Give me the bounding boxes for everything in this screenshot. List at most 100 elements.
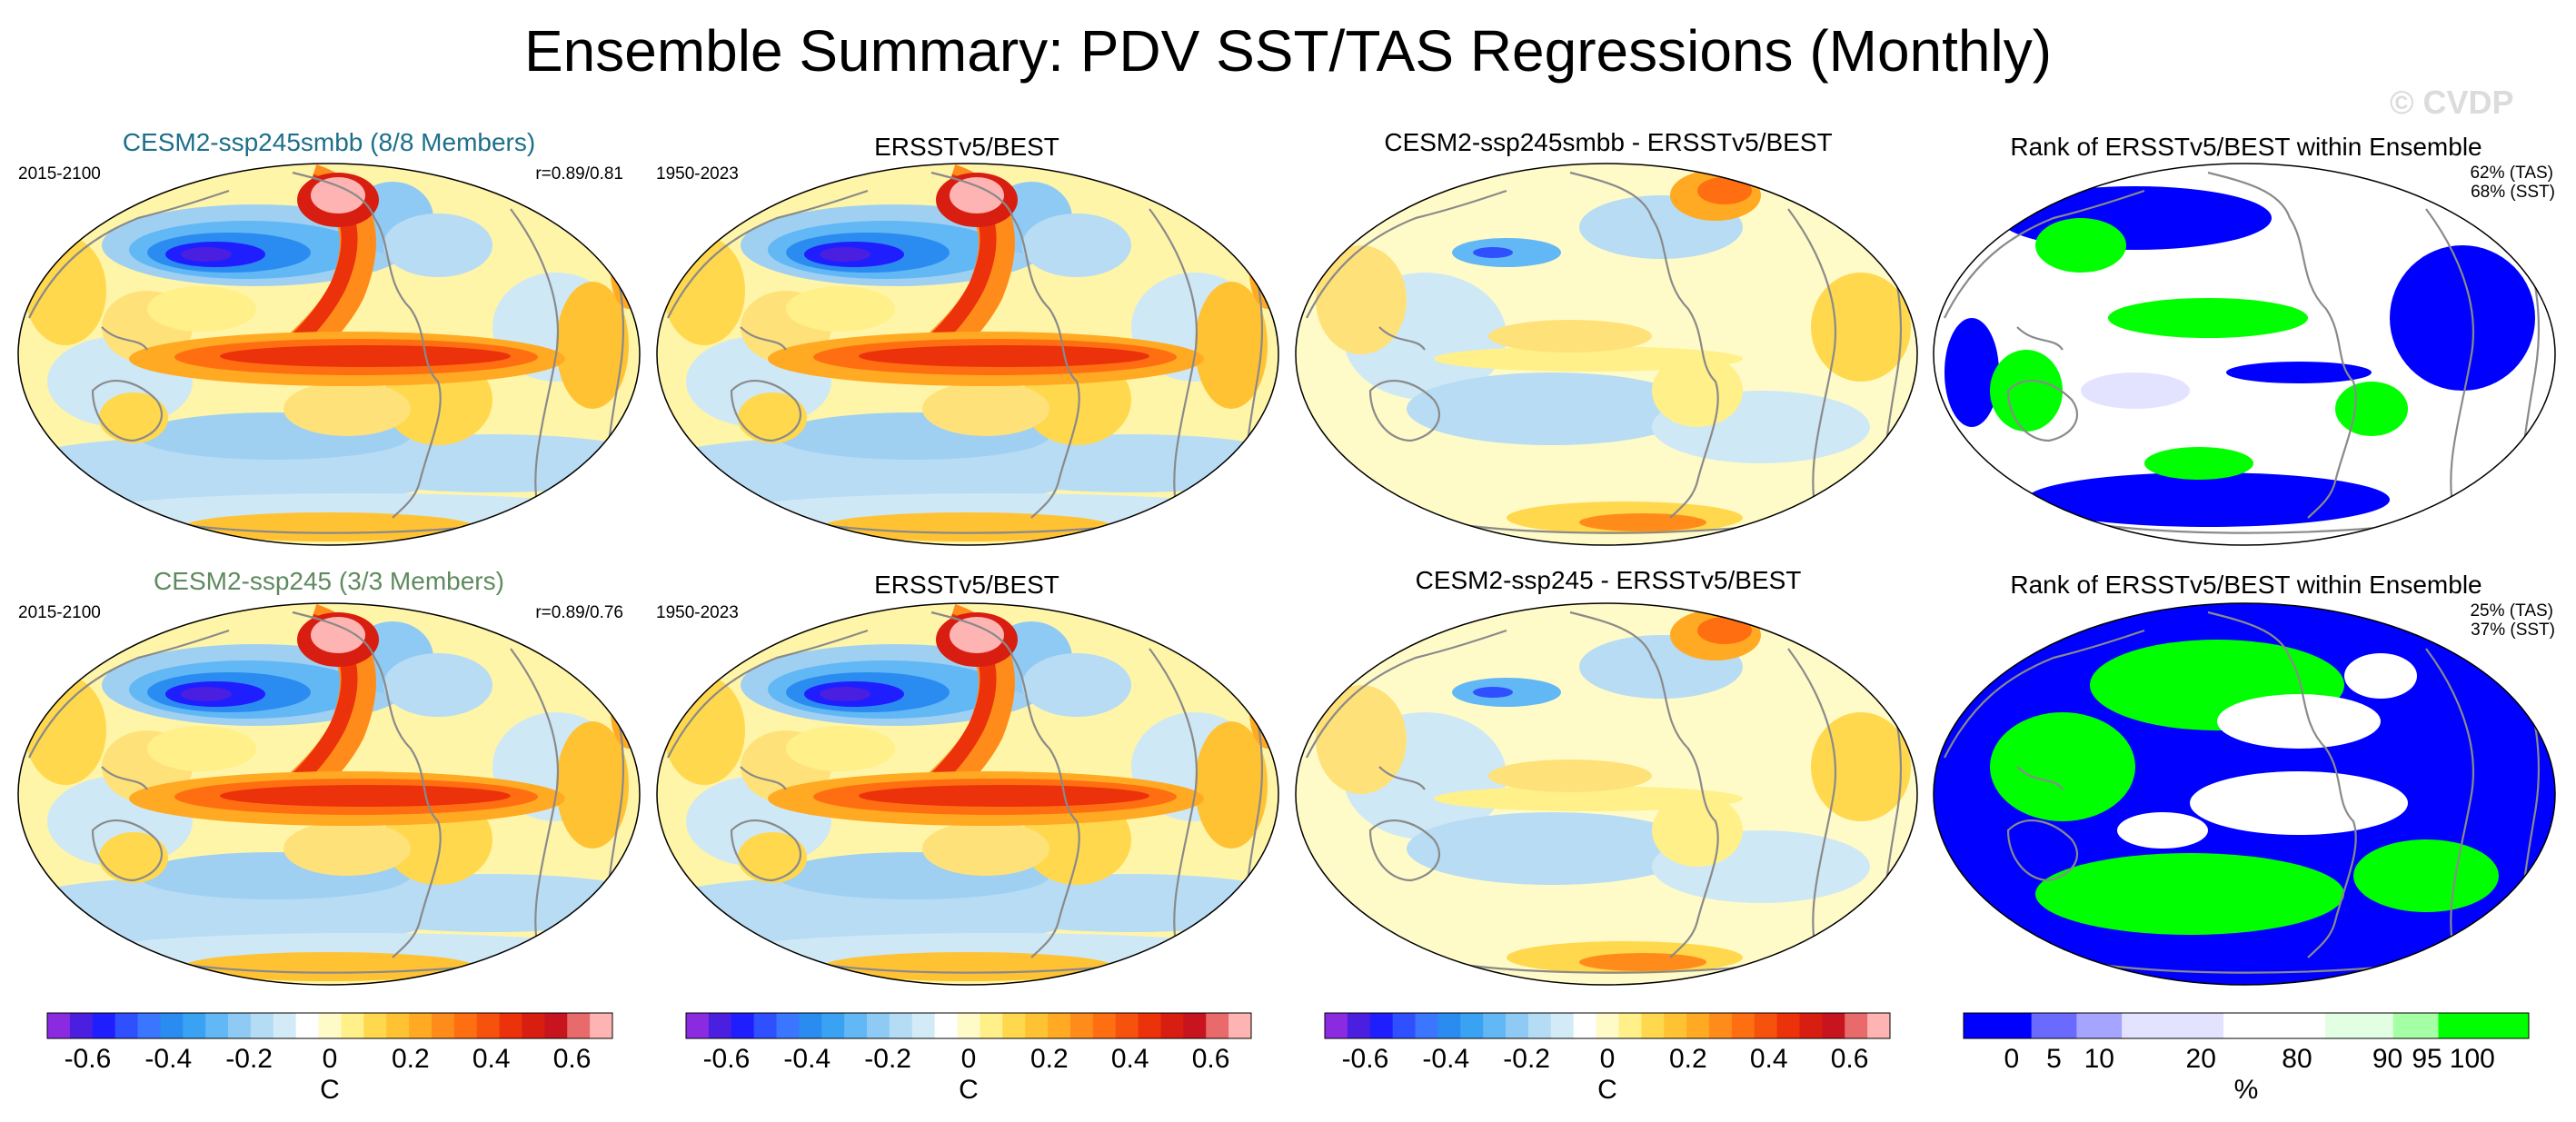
colorbar-swatch xyxy=(889,1013,913,1038)
colorbar-tick-label: -0.6 xyxy=(64,1044,112,1074)
colorbar-swatch xyxy=(1415,1013,1438,1038)
rank-sst-label: 68% (SST) xyxy=(2471,183,2555,202)
obs-map-1 xyxy=(656,163,1279,546)
difference-map-2 xyxy=(1295,602,1918,986)
colorbar-tick-label: 0.4 xyxy=(1749,1044,1788,1074)
colorbar-swatch xyxy=(2438,1013,2530,1038)
colorbar-swatch xyxy=(2031,1013,2077,1038)
colorbar-swatch xyxy=(205,1013,229,1038)
colorbar-swatch xyxy=(1183,1013,1207,1038)
colorbar-tick-label: -0.4 xyxy=(144,1044,193,1074)
panel-title-rank-1: Rank of ERSSTv5/BEST within Ensemble xyxy=(2010,133,2482,161)
colorbar-swatch xyxy=(137,1013,161,1038)
colorbar-swatch xyxy=(1731,1013,1755,1038)
colorbar-tick-label: -0.4 xyxy=(783,1044,831,1074)
colorbar-swatch xyxy=(980,1013,1003,1038)
colorbar-swatch xyxy=(453,1013,478,1038)
page-title: Ensemble Summary: PDV SST/TAS Regression… xyxy=(523,18,2053,84)
colorbar-tick-label: 80 xyxy=(2282,1044,2312,1074)
colorbar-swatch xyxy=(1115,1013,1139,1038)
colorbar-swatch xyxy=(1325,1013,1348,1038)
colorbar-swatch xyxy=(1596,1013,1619,1038)
colorbar-swatch xyxy=(1867,1013,1891,1038)
colorbar-swatch xyxy=(1138,1013,1161,1038)
colorbar-swatch xyxy=(731,1013,755,1038)
colorbar-swatch xyxy=(590,1013,613,1038)
colorbar-tick-label: -0.2 xyxy=(225,1044,273,1074)
colorbar-swatch xyxy=(318,1013,342,1038)
colorbar-swatch xyxy=(1527,1013,1552,1038)
colorbar-swatch xyxy=(708,1013,732,1038)
colorbar-unit: C xyxy=(1597,1075,1617,1105)
colorbar-swatch xyxy=(1708,1013,1733,1038)
rank-sst-label: 37% (SST) xyxy=(2471,621,2555,640)
colorbar-tick-label: 0.6 xyxy=(1830,1044,1869,1074)
colorbar-swatch xyxy=(1369,1013,1394,1038)
colorbar-swatch xyxy=(431,1013,455,1038)
colorbar-unit: C xyxy=(320,1075,340,1105)
colorbar-swatch xyxy=(295,1013,320,1038)
colorbar-swatch xyxy=(1776,1013,1800,1038)
colorbar-swatch xyxy=(2122,1013,2224,1038)
colorbar-swatch xyxy=(1641,1013,1665,1038)
colorbar-tick-label: 10 xyxy=(2084,1044,2114,1074)
colorbar-swatch xyxy=(1506,1013,1529,1038)
colorbar-swatch xyxy=(1822,1013,1845,1038)
period-label: 1950-2023 xyxy=(656,603,739,622)
colorbar-tick-label: 0 xyxy=(960,1044,977,1074)
period-label: 2015-2100 xyxy=(18,164,101,184)
colorbar-swatch xyxy=(776,1013,800,1038)
colorbar-swatch xyxy=(1460,1013,1484,1038)
colorbar-swatch xyxy=(1964,1013,2033,1038)
difference-map-1 xyxy=(1295,163,1918,546)
colorbar-swatch xyxy=(957,1013,980,1038)
colorbar-swatch xyxy=(753,1013,778,1038)
colorbar-tick-label: -0.6 xyxy=(702,1044,751,1074)
colorbar-tick-label: 0 xyxy=(1599,1044,1616,1074)
colorbar-tick-label: 0.2 xyxy=(391,1044,430,1074)
colorbar-swatch xyxy=(1664,1013,1687,1038)
colorbar-swatch xyxy=(1686,1013,1710,1038)
colorbar-swatch xyxy=(544,1013,568,1038)
colorbar-tick-label: 90 xyxy=(2372,1044,2403,1074)
rank-tas-label: 25% (TAS) xyxy=(2470,601,2553,621)
colorbar-unit: % xyxy=(2233,1075,2259,1105)
colorbar-swatch xyxy=(1437,1013,1461,1038)
ensemble-map-1 xyxy=(17,163,641,546)
colorbar-tick-label: 0.4 xyxy=(1110,1044,1149,1074)
colorbar-tick-label: -0.6 xyxy=(1341,1044,1389,1074)
panel-title-obs-1: ERSSTv5/BEST xyxy=(874,133,1059,161)
colorbar-swatch xyxy=(911,1013,936,1038)
colorbar-swatch xyxy=(2223,1013,2326,1038)
colorbar-tick-label: -0.4 xyxy=(1422,1044,1470,1074)
colorbar-swatch xyxy=(1092,1013,1117,1038)
colorbar-tick-label: 0.6 xyxy=(552,1044,592,1074)
colorbar-swatch xyxy=(686,1013,710,1038)
colorbar-tick-label: 95 xyxy=(2412,1044,2442,1074)
obs-map-2 xyxy=(656,602,1279,986)
colorbar-swatch xyxy=(386,1013,410,1038)
colorbar-swatch xyxy=(1618,1013,1642,1038)
colorbar-swatch xyxy=(844,1013,868,1038)
correlation-label: r=0.89/0.76 xyxy=(535,603,623,622)
rank-map-2 xyxy=(1933,602,2556,986)
colorbar-swatch xyxy=(1025,1013,1049,1038)
colorbar-tick-label: 20 xyxy=(2185,1044,2216,1074)
panel-title-ensemble-1: CESM2-ssp245smbb (8/8 Members) xyxy=(122,128,536,156)
rank-tas-label: 62% (TAS) xyxy=(2470,164,2553,183)
colorbar-tick-label: 0.4 xyxy=(472,1044,511,1074)
colorbar-swatch xyxy=(114,1013,139,1038)
colorbar-swatch xyxy=(1573,1013,1597,1038)
colorbar-swatch xyxy=(160,1013,184,1038)
colorbar-swatch xyxy=(1069,1013,1094,1038)
colorbar-tick-label: 0.2 xyxy=(1029,1044,1069,1074)
watermark: © CVDP xyxy=(2390,84,2514,121)
colorbar-swatch xyxy=(250,1013,274,1038)
colorbar-swatch xyxy=(2325,1013,2394,1038)
colorbar-swatch xyxy=(499,1013,522,1038)
colorbar-swatch xyxy=(363,1013,387,1038)
colorbar-tick-label: 0 xyxy=(2004,1044,2020,1074)
colorbar-swatch xyxy=(2392,1013,2439,1038)
colorbar-swatch xyxy=(273,1013,297,1038)
